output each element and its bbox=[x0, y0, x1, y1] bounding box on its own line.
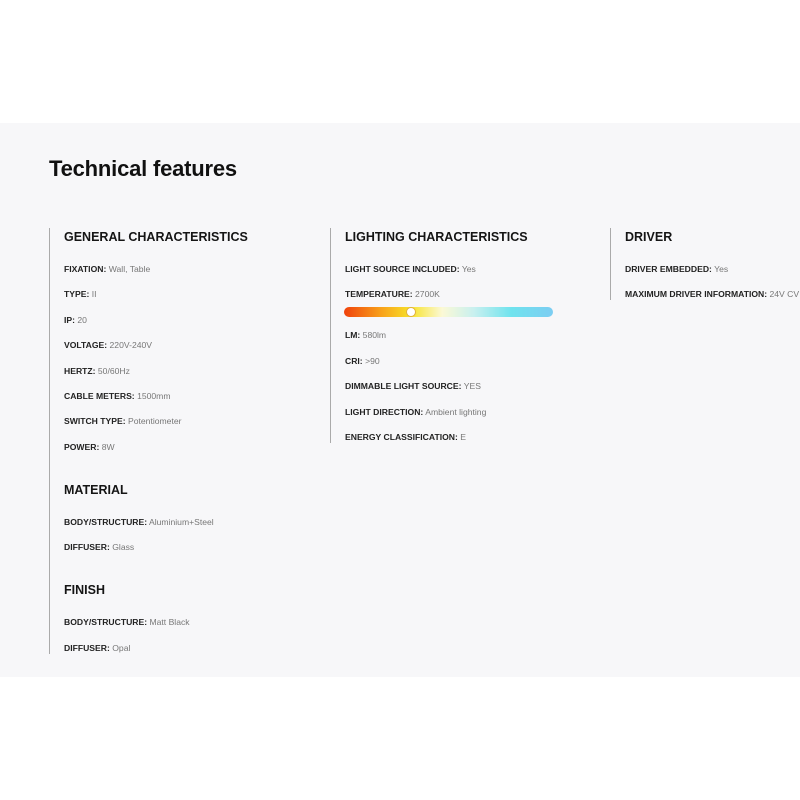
temperature-knob bbox=[406, 307, 416, 317]
spec-label: TEMPERATURE: bbox=[345, 289, 413, 300]
spec-column: LIGHTING CHARACTERISTICS LIGHT SOURCE INC… bbox=[330, 228, 528, 443]
spec-label: CABLE METERS: bbox=[64, 391, 135, 401]
spec-value: Wall, Table bbox=[108, 264, 151, 274]
spec-value: Potentiometer bbox=[127, 416, 182, 427]
spec-label: MAXIMUM DRIVER INFORMATION: bbox=[625, 289, 768, 300]
spec-value: Matt Black bbox=[149, 617, 190, 628]
spec-label: CRI: bbox=[345, 355, 363, 366]
spec-heading: FINISH bbox=[64, 583, 105, 598]
spec-heading: DRIVER bbox=[625, 230, 673, 244]
spec-label: POWER: bbox=[64, 441, 100, 452]
spec-item: DIFFUSER: Opal bbox=[64, 643, 130, 653]
spec-value: 1500mm bbox=[137, 391, 171, 401]
spec-item: DIMMABLE LIGHT SOURCE: YES bbox=[345, 381, 481, 391]
spec-value: >90 bbox=[365, 355, 380, 366]
spec-item: BODY/STRUCTURE: Matt Black bbox=[64, 617, 190, 627]
spec-value: II bbox=[91, 289, 97, 300]
spec-item: IP: 20 bbox=[64, 315, 87, 325]
spec-heading: LIGHTING CHARACTERISTICS bbox=[345, 230, 528, 244]
spec-label: HERTZ: bbox=[64, 365, 96, 376]
section-title: Technical features bbox=[49, 156, 237, 181]
spec-label: IP: bbox=[64, 314, 75, 325]
spec-value: Yes bbox=[714, 264, 729, 274]
spec-item: ENERGY CLASSIFICATION: E bbox=[345, 432, 466, 442]
spec-value: Glass bbox=[112, 542, 135, 553]
spec-value: 580lm bbox=[362, 330, 387, 341]
spec-label: BODY/STRUCTURE: bbox=[64, 617, 148, 628]
spec-item: CRI: >90 bbox=[345, 356, 380, 366]
temperature-bar bbox=[344, 307, 553, 317]
spec-label: BODY/STRUCTURE: bbox=[64, 516, 148, 527]
spec-value: 24V CV bbox=[769, 289, 800, 300]
spec-value: 20 bbox=[77, 314, 87, 325]
spec-item: LM: 580lm bbox=[345, 330, 386, 340]
spec-item: FIXATION: Wall, Table bbox=[64, 264, 150, 274]
spec-item: DRIVER EMBEDDED: Yes bbox=[625, 264, 728, 274]
spec-heading: GENERAL CHARACTERISTICS bbox=[64, 230, 248, 244]
spec-value: 220V-240V bbox=[109, 340, 153, 351]
spec-value: Aluminium+Steel bbox=[149, 516, 214, 527]
spec-column: DRIVER DRIVER EMBEDDED: Yes MAXIMUM DRIVER… bbox=[610, 228, 799, 301]
spec-label: VOLTAGE: bbox=[64, 340, 108, 351]
spec-item: SWITCH TYPE: Potentiometer bbox=[64, 416, 182, 426]
spec-label: DRIVER EMBEDDED: bbox=[625, 264, 712, 274]
spec-value: 2700K bbox=[415, 289, 440, 300]
features-panel bbox=[0, 123, 800, 677]
spec-value: YES bbox=[463, 381, 481, 392]
spec-label: FIXATION: bbox=[64, 264, 107, 274]
spec-value: Ambient lighting bbox=[425, 406, 487, 417]
spec-value: 8W bbox=[101, 441, 115, 452]
spec-item: LIGHT DIRECTION: Ambient lighting bbox=[345, 407, 486, 417]
spec-item: LIGHT SOURCE INCLUDED: Yes bbox=[345, 264, 476, 274]
spec-label: DIFFUSER: bbox=[64, 642, 110, 653]
spec-label: DIMMABLE LIGHT SOURCE: bbox=[345, 381, 462, 392]
spec-item: CABLE METERS: 1500mm bbox=[64, 391, 171, 401]
spec-item: DIFFUSER: Glass bbox=[64, 542, 134, 552]
spec-item: VOLTAGE: 220V-240V bbox=[64, 340, 152, 350]
spec-label: TYPE: bbox=[64, 289, 90, 300]
spec-item: POWER: 8W bbox=[64, 442, 115, 452]
spec-label: DIFFUSER: bbox=[64, 542, 110, 553]
spec-item: BODY/STRUCTURE: Aluminium+Steel bbox=[64, 517, 214, 527]
spec-value: Opal bbox=[112, 642, 131, 653]
spec-item: TYPE: II bbox=[64, 289, 96, 299]
spec-item: MAXIMUM DRIVER INFORMATION: 24V CV bbox=[625, 289, 799, 299]
spec-column: GENERAL CHARACTERISTICS FIXATION: Wall, T… bbox=[49, 228, 248, 654]
spec-item: HERTZ: 50/60Hz bbox=[64, 366, 130, 376]
spec-item: TEMPERATURE: 2700K bbox=[345, 289, 440, 299]
spec-value: Yes bbox=[461, 264, 476, 274]
spec-label: SWITCH TYPE: bbox=[64, 416, 126, 427]
spec-label: ENERGY CLASSIFICATION: bbox=[345, 432, 458, 442]
spec-value: 50/60Hz bbox=[97, 365, 130, 376]
spec-value: E bbox=[460, 432, 466, 442]
spec-heading: MATERIAL bbox=[64, 482, 128, 497]
spec-label: LIGHT DIRECTION: bbox=[345, 406, 424, 417]
spec-label: LIGHT SOURCE INCLUDED: bbox=[345, 264, 460, 274]
spec-label: LM: bbox=[345, 330, 361, 341]
